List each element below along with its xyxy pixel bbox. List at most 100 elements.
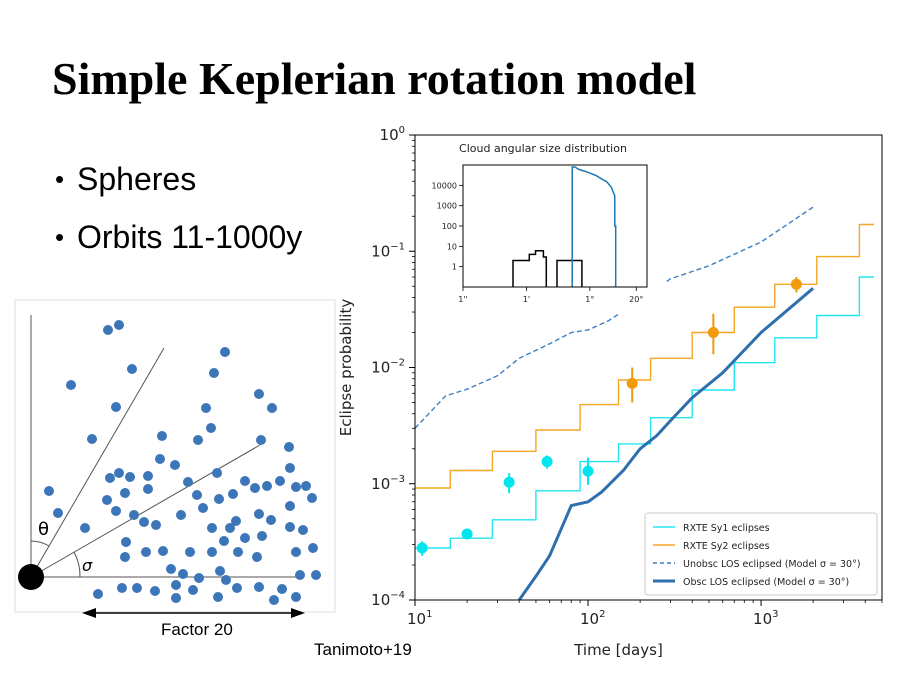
- arrow-right-icon: [291, 608, 305, 618]
- cloud-dot: [256, 435, 266, 445]
- theta-arc: [30, 540, 50, 547]
- cloud-dot: [214, 494, 224, 504]
- cloud-dot: [66, 380, 76, 390]
- cloud-dot: [285, 522, 295, 532]
- cloud-dot: [171, 580, 181, 590]
- slide-title: Simple Keplerian rotation model: [52, 53, 697, 104]
- cloud-dot: [301, 481, 311, 491]
- cloud-dot: [277, 584, 287, 594]
- histogram-outline: [512, 250, 548, 287]
- cloud-dot: [171, 593, 181, 603]
- cloud-dot: [240, 476, 250, 486]
- y-tick-label: 10−3: [371, 474, 405, 493]
- data-point: [503, 476, 515, 488]
- legend-label: RXTE Sy2 eclipses: [683, 541, 770, 552]
- credit-text: Tanimoto+19: [314, 640, 412, 659]
- bullet-list: • Spheres • Orbits 11-1000y: [55, 158, 302, 274]
- y-tick-label: 100: [380, 125, 405, 144]
- bullet-dot-icon: •: [55, 222, 65, 252]
- inset-x-tick-label: 1°: [585, 295, 594, 304]
- cloud-dot: [80, 523, 90, 533]
- data-point: [582, 465, 594, 477]
- cloud-dot: [308, 543, 318, 553]
- cloud-dot: [127, 364, 137, 374]
- cloud-dot: [111, 402, 121, 412]
- data-point: [707, 327, 719, 339]
- cloud-dot: [291, 482, 301, 492]
- cloud-dot: [194, 573, 204, 583]
- cloud-dot: [285, 501, 295, 511]
- inset-y-tick-label: 1: [452, 263, 457, 272]
- cloud-dot: [139, 517, 149, 527]
- cloud-dot: [166, 564, 176, 574]
- cloud-dot: [225, 523, 235, 533]
- cloud-dot: [262, 481, 272, 491]
- plot-frame: [414, 134, 883, 601]
- cloud-dot: [275, 476, 285, 486]
- x-axis-label: Time [days]: [573, 641, 663, 659]
- orbit-diagram: θ σ: [14, 299, 336, 618]
- cloud-dot: [257, 531, 267, 541]
- cloud-dot: [206, 423, 216, 433]
- bullet-text: Spheres: [77, 161, 197, 197]
- cloud-dot: [307, 493, 317, 503]
- bullet-dot-icon: •: [55, 164, 65, 194]
- cloud-dot: [111, 506, 121, 516]
- cloud-dot: [207, 547, 217, 557]
- cloud-dot: [252, 552, 262, 562]
- y-tick-label: 10−2: [371, 358, 405, 377]
- cloud-dot: [105, 473, 115, 483]
- cloud-dot: [212, 468, 222, 478]
- bullet-item: • Orbits 11-1000y: [55, 216, 302, 274]
- cloud-dot: [120, 552, 130, 562]
- y-tick-label: 10−4: [371, 590, 405, 609]
- cloud-dots: [44, 320, 321, 605]
- cloud-dot: [213, 592, 223, 602]
- series-line: [517, 287, 815, 600]
- cloud-dot: [311, 570, 321, 580]
- inset-y-tick-label: 100: [442, 222, 457, 231]
- cloud-dot: [254, 509, 264, 519]
- inset-x-tick-label: 1': [523, 295, 530, 304]
- legend-label: Unobsc LOS eclipsed (Model σ = 30°): [683, 559, 861, 570]
- sigma-arc: [73, 551, 81, 578]
- histogram-outline: [571, 166, 617, 287]
- cloud-dot: [298, 525, 308, 535]
- data-point: [541, 456, 553, 468]
- cloud-dot: [284, 442, 294, 452]
- sigma-label: σ: [82, 556, 93, 575]
- data-point: [626, 377, 638, 389]
- cloud-dot: [266, 515, 276, 525]
- series-line: [415, 276, 875, 549]
- data-point: [790, 278, 802, 290]
- cloud-dot: [44, 486, 54, 496]
- inset-background: [425, 139, 665, 314]
- cloud-dot: [158, 546, 168, 556]
- cloud-dot: [192, 490, 202, 500]
- cloud-dot: [151, 520, 161, 530]
- inset-x-tick-label: 20°: [629, 295, 643, 304]
- histogram-outline: [556, 259, 583, 287]
- inset-title: Cloud angular size distribution: [459, 142, 627, 155]
- inset-y-tick-label: 10000: [432, 181, 457, 190]
- cloud-dot: [143, 471, 153, 481]
- cloud-dot: [170, 460, 180, 470]
- cloud-dot: [114, 468, 124, 478]
- inset-x-tick-label: 1'': [458, 295, 468, 304]
- cloud-dot: [291, 592, 301, 602]
- cloud-dot: [176, 510, 186, 520]
- cloud-dot: [143, 484, 153, 494]
- arrow-left-icon: [82, 608, 96, 618]
- cloud-dot: [198, 503, 208, 513]
- cloud-dot: [117, 583, 127, 593]
- cloud-dot: [207, 523, 217, 533]
- legend-label: RXTE Sy1 eclipses: [683, 523, 770, 534]
- scale-label: Factor 20: [161, 620, 233, 639]
- theta-label: θ: [38, 519, 49, 540]
- cloud-dot: [219, 536, 229, 546]
- cloud-dot: [291, 547, 301, 557]
- series-line: [415, 223, 875, 489]
- cloud-dot: [201, 403, 211, 413]
- cloud-dot: [114, 320, 124, 330]
